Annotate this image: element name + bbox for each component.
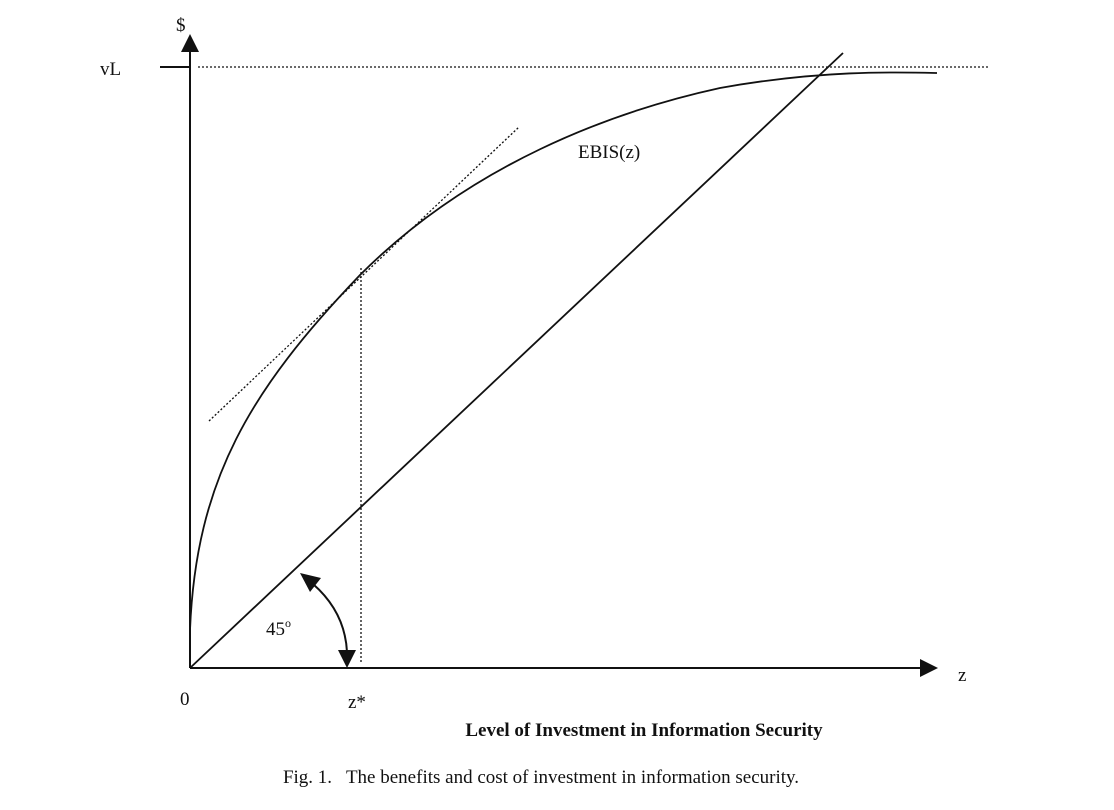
- tangent-line: [208, 126, 520, 422]
- x-axis-title: Level of Investment in Information Secur…: [465, 720, 823, 741]
- ebis-curve: [189, 71, 938, 631]
- angle-label: 45o: [266, 616, 291, 640]
- zstar-label: z*: [348, 692, 366, 713]
- angle-arrow-down: [338, 650, 356, 668]
- angle-arc: [312, 583, 348, 653]
- degree-symbol: o: [285, 616, 291, 630]
- x-axis-label: z: [958, 665, 966, 686]
- y-axis-label: $: [176, 15, 186, 36]
- y-axis-arrow: [181, 34, 199, 52]
- origin-label: 0: [180, 689, 190, 710]
- x-axis-arrow: [920, 659, 938, 677]
- cost-line-45: [189, 52, 844, 669]
- ebis-label: EBIS(z): [578, 142, 640, 163]
- figure-caption: Fig. 1. The benefits and cost of investm…: [283, 767, 799, 788]
- vl-label: vL: [100, 59, 121, 80]
- angle-arrow-up: [300, 573, 321, 592]
